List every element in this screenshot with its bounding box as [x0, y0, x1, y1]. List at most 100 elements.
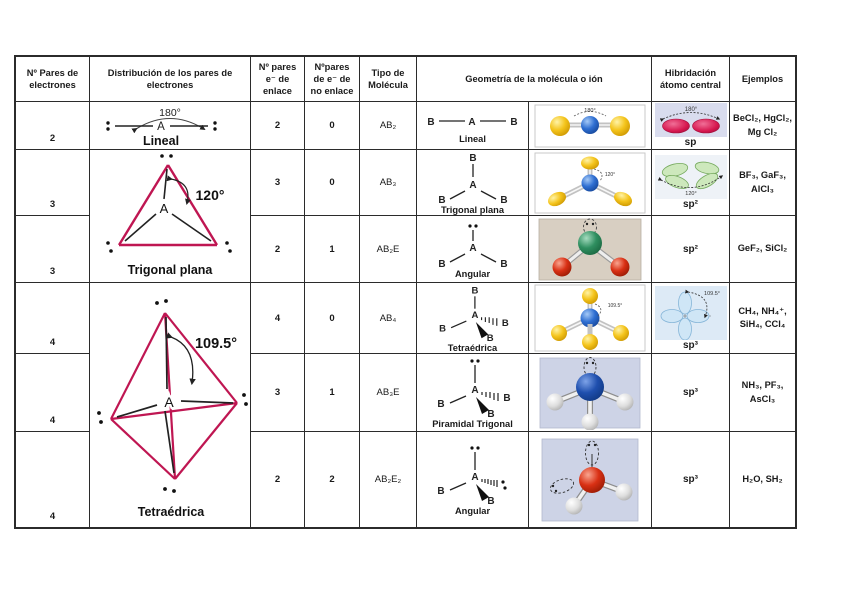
- lineal-angle-label: 180°: [159, 107, 181, 119]
- terminal-atom-ball: [550, 115, 570, 136]
- lone-pair-dots: [469, 359, 480, 363]
- header-enlace: Nº pares e⁻ de enlace: [251, 57, 305, 102]
- terminal-atom-ball: [581, 156, 599, 169]
- atom-b: B: [469, 153, 476, 164]
- lone-pair-dots: [585, 222, 595, 225]
- tipo-row1: AB₂: [360, 102, 417, 150]
- atom-b: B: [500, 259, 507, 268]
- angle-arc: [659, 112, 720, 122]
- distribucion-tetraedrica-diagram: A 109.5° Tetraédrica: [90, 283, 251, 527]
- lineal-name: Lineal: [142, 134, 178, 148]
- model-trigonal: 120°: [529, 150, 652, 216]
- central-atom-ball: [578, 230, 602, 255]
- tetraedrica-name: Tetraédrica: [137, 505, 205, 519]
- formula-trigonal: B A B B Trigonal plana: [417, 150, 529, 216]
- enlace-row2: 3: [251, 150, 305, 216]
- lone-pair-dots: [96, 299, 248, 493]
- pares-row4: 4: [16, 283, 90, 354]
- bond-line: [480, 252, 496, 263]
- central-atom-label: A: [159, 201, 168, 216]
- terminal-atom-ball: [552, 257, 572, 276]
- ejemplos-row4: CH₄, NH₄⁺, SiH₄, CCl₄: [730, 283, 795, 354]
- terminal-atom-ball: [615, 483, 633, 500]
- model-angular-sp3: [529, 432, 652, 527]
- terminal-atom-ball: [613, 191, 633, 206]
- atom-b: B: [487, 496, 494, 505]
- hibridacion-sp3-cell: 109.5° sp³: [652, 283, 730, 354]
- atom-b: B: [471, 285, 478, 296]
- central-atom-label: A: [157, 121, 165, 133]
- sp-lobe: [691, 118, 720, 134]
- formula-tetraedrica: B A B B B Tetraédrica: [417, 283, 529, 354]
- central-atom-ball: [576, 372, 604, 401]
- formula-angular-sp3: A B B Angular: [417, 432, 529, 527]
- lone-pair-dots: [105, 120, 217, 131]
- bond-line: [449, 395, 466, 404]
- lone-pair-dots: [585, 361, 595, 364]
- header-geometria: Geometría de la molécula o ión: [417, 57, 652, 102]
- model-lineal: 180°: [529, 102, 652, 150]
- header-no-enlace: Nºpares de e⁻ de no enlace: [305, 57, 360, 102]
- lone-pair-orbital: [583, 356, 597, 377]
- enlace-row1: 2: [251, 102, 305, 150]
- tetra-edges: [109, 312, 238, 480]
- sp-lobe: [661, 118, 690, 134]
- lone-pair-dots: [587, 443, 597, 446]
- solid-wedge: [475, 484, 489, 501]
- tipo-row5: AB₃E: [360, 354, 417, 432]
- tetra-angle-arc: [165, 332, 196, 386]
- geometry-name-row6: Angular: [454, 506, 491, 516]
- header-hibridacion: Hibridación átomo central: [652, 57, 730, 102]
- formula-piramidal: A B B B Piramidal Trigonal: [417, 354, 529, 432]
- atom-b: B: [437, 399, 444, 410]
- solid-wedge: [475, 322, 488, 339]
- model-angle-label: 109.5°: [608, 303, 623, 309]
- central-atom-label: A: [164, 394, 174, 410]
- atom-a: A: [469, 243, 476, 254]
- atom-a: A: [471, 310, 478, 321]
- lone-pair-dots: [105, 154, 232, 253]
- lone-pair-dots: [467, 223, 478, 228]
- lone-pair-orbital: [549, 477, 575, 494]
- atom-b: B: [486, 333, 493, 342]
- formula-angular-sp2: A B B Angular: [417, 216, 529, 283]
- model-angle-label: 120°: [605, 172, 615, 178]
- tipo-row3: AB₂E: [360, 216, 417, 283]
- tipo-row6: AB₂E₂: [360, 432, 417, 527]
- ejemplos-row1: BeCl₂, HgCl₂, Mg Cl₂: [730, 102, 795, 150]
- terminal-atom-ball: [610, 115, 630, 136]
- angle-arc: [594, 303, 602, 317]
- pares-row3: 3: [16, 216, 90, 283]
- atom-b: B: [503, 393, 510, 404]
- enlace-row3: 2: [251, 216, 305, 283]
- atom-b: B: [438, 259, 445, 268]
- central-atom-ball: [580, 308, 600, 328]
- no-enlace-row5: 1: [305, 354, 360, 432]
- atom-a: A: [468, 117, 475, 128]
- geometry-name-row5: Piramidal Trigonal: [432, 419, 513, 429]
- hashed-wedge-lone-pair: [480, 479, 498, 487]
- model-angle-label: 180°: [584, 108, 595, 114]
- pares-row5: 4: [16, 354, 90, 432]
- terminal-atom-ball: [582, 334, 598, 350]
- tetra-angle-label: 109.5°: [194, 336, 236, 352]
- ejemplos-row5: NH₃, PF₃, AsCl₃: [730, 354, 795, 432]
- lone-pair-dots: [551, 484, 558, 492]
- atom-b: B: [427, 117, 434, 128]
- angle-arc: [684, 289, 708, 318]
- trigonal-name: Trigonal plana: [127, 263, 213, 277]
- lone-pair-orbital: [585, 440, 599, 465]
- no-enlace-row1: 0: [305, 102, 360, 150]
- no-enlace-row2: 0: [305, 150, 360, 216]
- terminal-atom-ball: [546, 393, 564, 410]
- atom-a: A: [469, 180, 476, 191]
- geometry-name-row3: Angular: [454, 268, 491, 279]
- trigonal-angle-label: 120°: [195, 187, 224, 203]
- terminal-atom-ball: [582, 288, 598, 304]
- hibridacion-row5: sp³: [652, 354, 730, 432]
- model-tetraedrica: 109.5°: [529, 283, 652, 354]
- terminal-atom-ball: [613, 325, 629, 341]
- enlace-row4: 4: [251, 283, 305, 354]
- hibridacion-row6: sp³: [652, 432, 730, 527]
